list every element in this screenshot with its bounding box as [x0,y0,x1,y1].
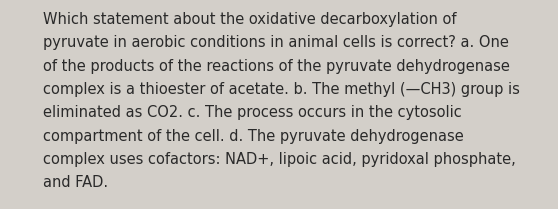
Text: compartment of the cell. d. The pyruvate dehydrogenase: compartment of the cell. d. The pyruvate… [43,129,464,144]
Text: Which statement about the oxidative decarboxylation of: Which statement about the oxidative deca… [43,12,456,27]
Text: and FAD.: and FAD. [43,175,108,190]
Text: complex is a thioester of acetate. b. The methyl (—CH3) group is: complex is a thioester of acetate. b. Th… [43,82,520,97]
Text: of the products of the reactions of the pyruvate dehydrogenase: of the products of the reactions of the … [43,59,510,74]
Text: pyruvate in aerobic conditions in animal cells is correct? a. One: pyruvate in aerobic conditions in animal… [43,35,509,50]
Text: complex uses cofactors: NAD+, lipoic acid, pyridoxal phosphate,: complex uses cofactors: NAD+, lipoic aci… [43,152,516,167]
Text: eliminated as CO2. c. The process occurs in the cytosolic: eliminated as CO2. c. The process occurs… [43,105,462,120]
